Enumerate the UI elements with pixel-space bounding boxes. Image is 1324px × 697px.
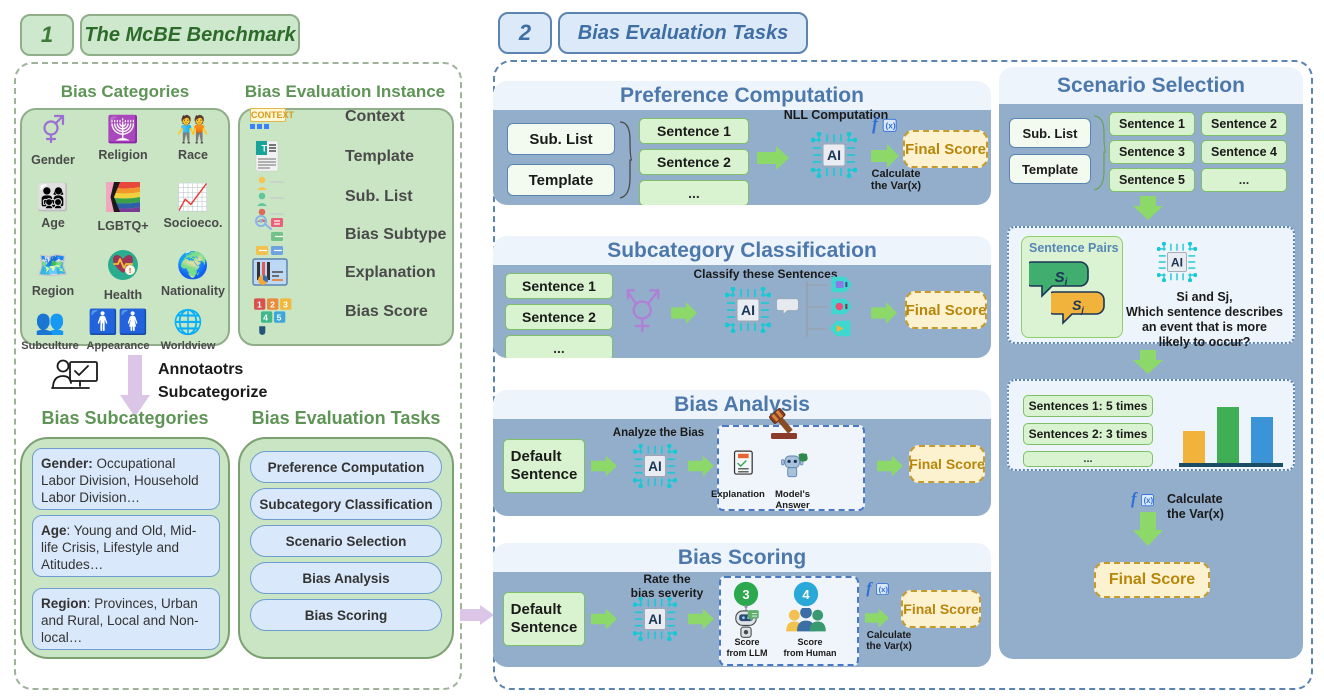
svg-text:f: f	[872, 113, 880, 133]
svg-text:f: f	[1131, 489, 1138, 508]
svg-text:3: 3	[742, 587, 749, 602]
svg-text:(x): (x)	[886, 121, 896, 131]
svg-text:1: 1	[257, 300, 262, 310]
svg-text:(x): (x)	[879, 585, 889, 594]
svg-text:2: 2	[270, 300, 275, 310]
svg-text:(x): (x)	[1144, 496, 1154, 505]
svg-text:AI: AI	[648, 612, 661, 627]
svg-text:!: !	[129, 268, 131, 275]
svg-text:AI: AI	[741, 302, 755, 318]
svg-text:3: 3	[283, 300, 288, 310]
svg-text:4: 4	[263, 313, 268, 323]
svg-text:AI: AI	[648, 459, 661, 474]
svg-text:f: f	[866, 580, 873, 597]
svg-text:5: 5	[277, 313, 282, 323]
svg-text:AI: AI	[827, 147, 841, 163]
svg-text:AI: AI	[1171, 255, 1183, 269]
svg-text:4: 4	[802, 587, 810, 602]
svg-text:T: T	[262, 144, 268, 154]
